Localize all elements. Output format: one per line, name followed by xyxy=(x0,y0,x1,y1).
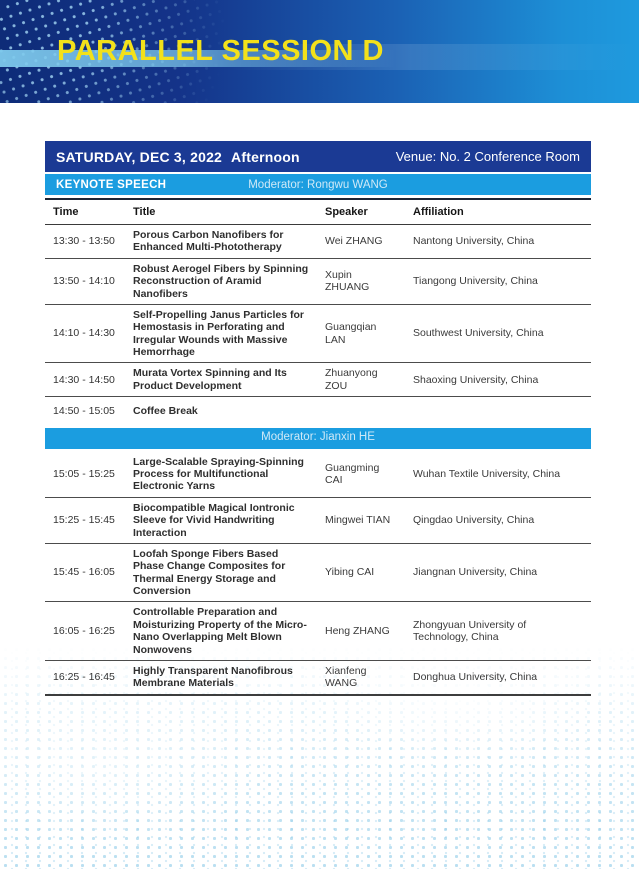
affiliation-cell xyxy=(405,397,591,425)
table-row: 14:10 - 14:30 Self-Propelling Janus Parti… xyxy=(45,304,591,364)
title-cell: Self-Propelling Janus Particles for Hemo… xyxy=(123,304,317,364)
column-header-speaker: Speaker xyxy=(317,198,405,225)
keynote-speech-bar: Moderator: Rongwu WANG KEYNOTE SPEECH xyxy=(45,174,591,195)
time-cell: 16:05 - 16:25 xyxy=(45,601,123,661)
moderator-2-bar: Moderator: Jianxin HE xyxy=(45,427,591,449)
affiliation-cell: Tiangong University, China xyxy=(405,258,591,305)
table-row: 15:05 - 15:25 Large-Scalable Spraying-Spi… xyxy=(45,451,591,498)
speaker-cell: Guangqian LAN xyxy=(317,304,405,364)
speaker-cell: Yibing CAI xyxy=(317,543,405,603)
speaker-cell: Heng ZHANG xyxy=(317,601,405,661)
session-date: SATURDAY, DEC 3, 2022 Afternoon xyxy=(56,149,300,165)
table-row: 13:50 - 14:10 Robust Aerogel Fibers by Sp… xyxy=(45,258,591,305)
session-period-text: Afternoon xyxy=(231,148,300,165)
speaker-cell: Mingwei TIAN xyxy=(317,497,405,544)
time-cell: 13:30 - 13:50 xyxy=(45,224,123,259)
banner-streak-decoration xyxy=(223,44,639,70)
affiliation-cell: Shaoxing University, China xyxy=(405,362,591,398)
speaker-cell: Wei ZHANG xyxy=(317,224,405,259)
table-row: 13:30 - 13:50 Porous Carbon Nanofibers fo… xyxy=(45,224,591,259)
affiliation-cell: Jiangnan University, China xyxy=(405,543,591,603)
session-venue: Venue: No. 2 Conference Room xyxy=(395,149,580,164)
affiliation-cell: Southwest University, China xyxy=(405,304,591,364)
time-cell: 15:05 - 15:25 xyxy=(45,451,123,498)
column-header-time: Time xyxy=(45,198,123,225)
time-cell: 16:25 - 16:45 xyxy=(45,660,123,696)
column-header-title: Title xyxy=(123,198,317,225)
table-header-row: Time Title Speaker Affiliation xyxy=(45,198,591,225)
title-cell: Large-Scalable Spraying-Spinning Process… xyxy=(123,451,317,498)
session-header-bar: SATURDAY, DEC 3, 2022 Afternoon Venue: No… xyxy=(45,141,591,172)
column-header-affiliation: Affiliation xyxy=(405,198,591,225)
table-row: 16:05 - 16:25 Controllable Preparation an… xyxy=(45,601,591,661)
time-cell: 14:30 - 14:50 xyxy=(45,362,123,398)
time-cell: 15:25 - 15:45 xyxy=(45,497,123,544)
speaker-cell: Xupin ZHUANG xyxy=(317,258,405,305)
banner-stripe-decoration xyxy=(0,50,397,67)
affiliation-cell: Wuhan Textile University, China xyxy=(405,451,591,498)
speaker-cell xyxy=(317,397,405,425)
moderator-1-label: Moderator: Rongwu WANG xyxy=(248,178,388,191)
title-cell: Loofah Sponge Fibers Based Phase Change … xyxy=(123,543,317,603)
table-row: 14:30 - 14:50 Murata Vortex Spinning and … xyxy=(45,362,591,398)
title-cell: Robust Aerogel Fibers by Spinning Recons… xyxy=(123,258,317,305)
time-cell: 14:10 - 14:30 xyxy=(45,304,123,364)
session-date-text: SATURDAY, DEC 3, 2022 xyxy=(56,148,223,165)
keynote-speech-label: KEYNOTE SPEECH xyxy=(56,178,167,191)
time-cell: 14:50 - 15:05 xyxy=(53,404,115,417)
speaker-cell: Zhuanyong ZOU xyxy=(317,362,405,398)
title-cell: Highly Transparent Nanofibrous Membrane … xyxy=(123,660,317,696)
session-schedule-table: Time Title Speaker Affiliation 13:30 - 13:5… xyxy=(45,198,591,696)
title-cell: Murata Vortex Spinning and Its Product D… xyxy=(123,362,317,398)
affiliation-cell: Donghua University, China xyxy=(405,660,591,696)
speaker-cell: Guangming CAI xyxy=(317,451,405,498)
program-content: SATURDAY, DEC 3, 2022 Afternoon Venue: No… xyxy=(45,141,591,696)
affiliation-cell: Qingdao University, China xyxy=(405,497,591,544)
title-cell: Coffee Break xyxy=(133,404,198,417)
table-row: 15:45 - 16:05 Loofah Sponge Fibers Based … xyxy=(45,543,591,603)
title-cell: Porous Carbon Nanofibers for Enhanced Mu… xyxy=(123,224,317,259)
time-cell: 13:50 - 14:10 xyxy=(45,258,123,305)
title-cell: Controllable Preparation and Moisturizin… xyxy=(123,601,317,661)
time-cell: 15:45 - 16:05 xyxy=(45,543,123,603)
table-row: 15:25 - 15:45 Biocompatible Magical Iontr… xyxy=(45,497,591,544)
break-row: 14:50 - 15:05 Coffee Break xyxy=(45,397,591,425)
table-row: 16:25 - 16:45 Highly Transparent Nanofibr… xyxy=(45,660,591,696)
affiliation-cell: Zhongyuan University of Technology, Chin… xyxy=(405,601,591,661)
session-banner: PARALLEL SESSION D xyxy=(0,0,639,103)
affiliation-cell: Nantong University, China xyxy=(405,224,591,259)
page-title: PARALLEL SESSION D xyxy=(57,35,384,67)
moderator-row: Moderator: Jianxin HE xyxy=(45,425,591,452)
title-cell: Biocompatible Magical Iontronic Sleeve f… xyxy=(123,497,317,544)
session-table-body: 13:30 - 13:50 Porous Carbon Nanofibers fo… xyxy=(45,224,591,696)
speaker-cell: Xianfeng WANG xyxy=(317,660,405,696)
